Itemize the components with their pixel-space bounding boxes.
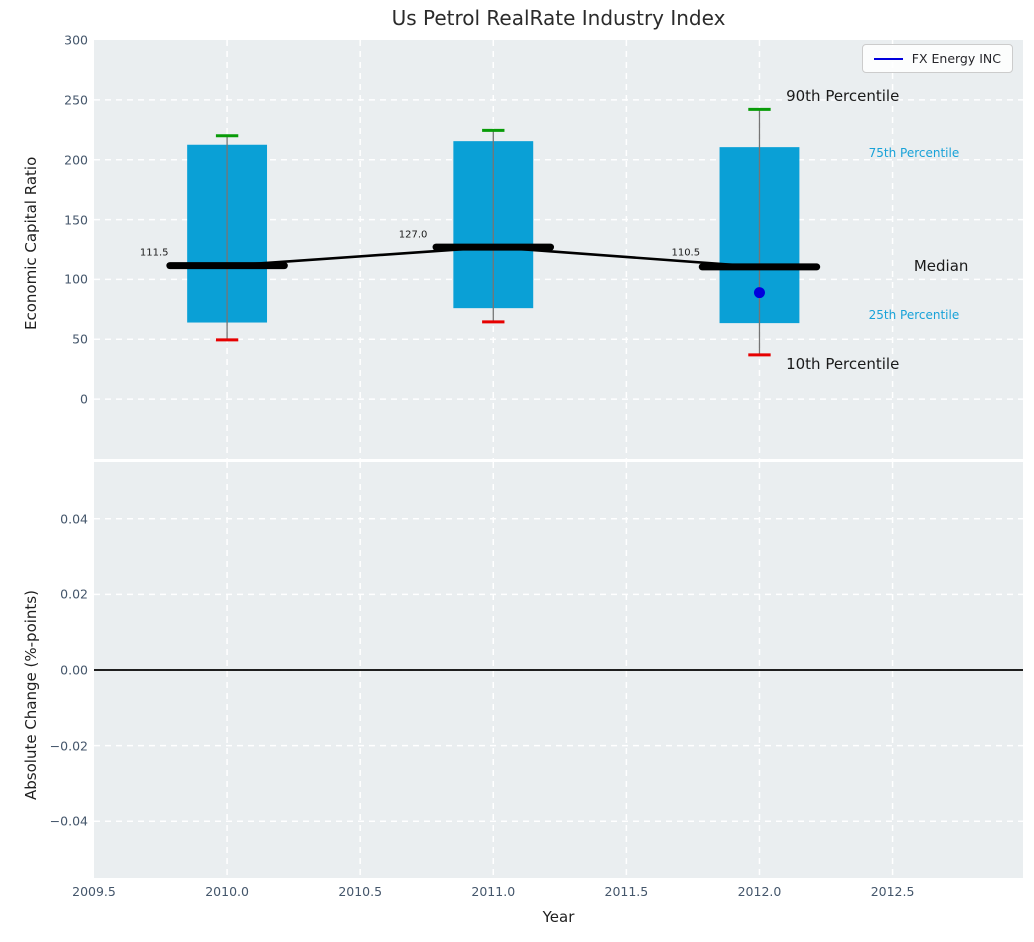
bottom-y-tick-label: −0.04 [49,813,88,829]
top-y-tick-label: 250 [64,92,88,108]
annotation-111-5: 111.5 [139,247,169,259]
annotation-25th-percentile: 25th Percentile [868,308,960,323]
x-tick-label: 2010.5 [338,884,383,899]
top-y-tick-label: 150 [64,212,88,228]
top-y-tick-label: 0 [80,391,88,407]
x-tick-label: 2012.0 [737,884,782,899]
top-y-tick-label: 100 [64,271,88,287]
annotation-median: Median [913,257,969,276]
annotation-75th-percentile: 75th Percentile [868,146,960,161]
annotation-90th-percentile: 90th Percentile [786,87,900,106]
x-tick-label: 2009.5 [72,884,116,899]
bottom-y-tick-label: 0.02 [60,586,88,602]
legend-label: FX Energy INC [911,51,1001,66]
x-tick-label: 2011.0 [471,884,516,899]
bottom-y-axis-label: Absolute Change (%-points) [22,590,40,800]
legend-line-icon [873,57,903,60]
legend: FX Energy INC [861,44,1013,73]
top-plot-area: FX Energy INC [94,40,1023,459]
top-plot-canvas [94,40,1023,459]
top-y-axis-label: Economic Capital Ratio [22,156,40,330]
bottom-y-tick-label: 0.00 [60,662,88,678]
top-y-tick-label: 50 [72,331,88,347]
x-tick-label: 2012.5 [870,884,915,899]
top-y-tick-label: 200 [64,152,88,168]
annotation-127-0: 127.0 [398,229,428,241]
bottom-y-tick-label: −0.02 [49,738,88,754]
annotation-10th-percentile: 10th Percentile [786,355,900,374]
bottom-plot-area [94,462,1023,878]
bottom-y-tick-label: 0.04 [60,511,88,527]
fx-energy-marker [753,287,765,299]
bottom-plot-canvas [94,462,1023,878]
x-tick-label: 2010.0 [205,884,249,899]
chart-title: Us Petrol RealRate Industry Index [391,6,726,30]
annotation-110-5: 110.5 [671,247,701,259]
top-y-tick-label: 300 [64,32,88,48]
x-tick-label: 2011.5 [604,884,649,899]
x-axis-label: Year [542,908,575,926]
